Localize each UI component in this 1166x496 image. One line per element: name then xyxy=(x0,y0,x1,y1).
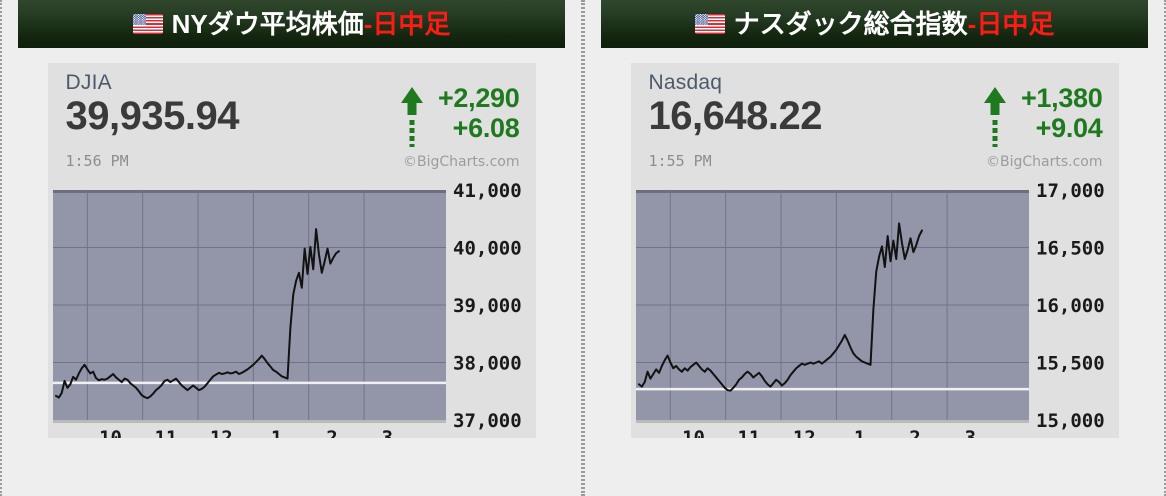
panel-title-nasdaq: ナスダック総合指数-日中足 xyxy=(734,11,1055,37)
change-percent: +9.04 xyxy=(1035,113,1103,144)
panel-title-suffix: -日中足 xyxy=(363,9,451,39)
svg-text:17,000: 17,000 xyxy=(1036,180,1105,202)
svg-text:11: 11 xyxy=(737,427,760,438)
arrow-up-icon xyxy=(398,83,426,147)
us-flag-icon xyxy=(132,14,163,34)
panel-header-djia: NYダウ平均株価-日中足 xyxy=(18,0,565,48)
panel-title-djia: NYダウ平均株価-日中足 xyxy=(172,11,451,37)
svg-text:41,000: 41,000 xyxy=(453,180,522,202)
svg-text:38,000: 38,000 xyxy=(453,353,522,375)
panel-nasdaq: ナスダック総合指数-日中足 Nasdaq 16,648.22 xyxy=(583,0,1166,496)
svg-text:1: 1 xyxy=(270,427,281,438)
quote-block-djia: DJIA 39,935.94 +2,290 +6. xyxy=(48,63,536,178)
svg-text:16,000: 16,000 xyxy=(1036,295,1105,317)
svg-text:16,500: 16,500 xyxy=(1036,238,1105,260)
svg-text:10: 10 xyxy=(682,427,705,438)
svg-text:39,000: 39,000 xyxy=(453,295,522,317)
svg-text:2: 2 xyxy=(326,427,337,438)
svg-text:3: 3 xyxy=(381,427,392,438)
svg-text:12: 12 xyxy=(792,427,815,438)
change-points: +1,380 xyxy=(1020,83,1103,113)
svg-text:1: 1 xyxy=(853,427,864,438)
panel-djia: NYダウ平均株価-日中足 DJIA 39,935.94 xyxy=(0,0,583,496)
change-percent: +6.08 xyxy=(452,113,520,144)
us-flag-icon xyxy=(694,14,725,34)
quote-time: 1:55 PM xyxy=(648,152,712,170)
svg-text:11: 11 xyxy=(154,427,177,438)
change-block: +2,290 +6.08 xyxy=(398,83,520,147)
change-values: +2,290 +6.08 xyxy=(438,83,520,143)
svg-text:40,000: 40,000 xyxy=(453,238,522,260)
chart-djia: 37,000 38,000 39,000 40,000 41,000 10 11 12 1 2 3 xyxy=(48,178,536,438)
quote-card-djia: DJIA 39,935.94 +2,290 +6. xyxy=(47,63,536,438)
change-block: +1,380 +9.04 xyxy=(981,83,1103,147)
symbol-label: DJIA xyxy=(65,71,112,94)
panel-header-nasdaq: ナスダック総合指数-日中足 xyxy=(601,0,1148,48)
symbol-label: Nasdaq xyxy=(648,71,723,94)
arrow-up-icon xyxy=(981,83,1009,147)
svg-text:15,500: 15,500 xyxy=(1036,353,1105,375)
panel-title-suffix: -日中足 xyxy=(967,9,1055,39)
chart-nasdaq: 15,000 15,500 16,000 16,500 17,000 10 11 12 1 2 3 xyxy=(631,178,1119,438)
svg-text:10: 10 xyxy=(99,427,122,438)
svg-text:12: 12 xyxy=(209,427,232,438)
quote-time: 1:56 PM xyxy=(65,152,129,170)
quote-card-nasdaq: Nasdaq 16,648.22 +1,380 + xyxy=(630,63,1119,438)
brand-attribution: ©BigCharts.com xyxy=(403,154,520,170)
change-values: +1,380 +9.04 xyxy=(1021,83,1103,143)
change-points: +2,290 xyxy=(437,83,520,113)
svg-text:3: 3 xyxy=(964,427,975,438)
svg-text:2: 2 xyxy=(909,427,920,438)
panel-title-main: NYダウ平均株価 xyxy=(171,9,364,39)
svg-text:37,000: 37,000 xyxy=(453,410,522,432)
price-value: 16,648.22 xyxy=(648,94,823,139)
panel-title-main: ナスダック総合指数 xyxy=(733,9,968,39)
quote-block-nasdaq: Nasdaq 16,648.22 +1,380 + xyxy=(631,63,1119,178)
brand-attribution: ©BigCharts.com xyxy=(986,154,1103,170)
price-value: 39,935.94 xyxy=(65,94,240,139)
svg-text:15,000: 15,000 xyxy=(1036,410,1105,432)
